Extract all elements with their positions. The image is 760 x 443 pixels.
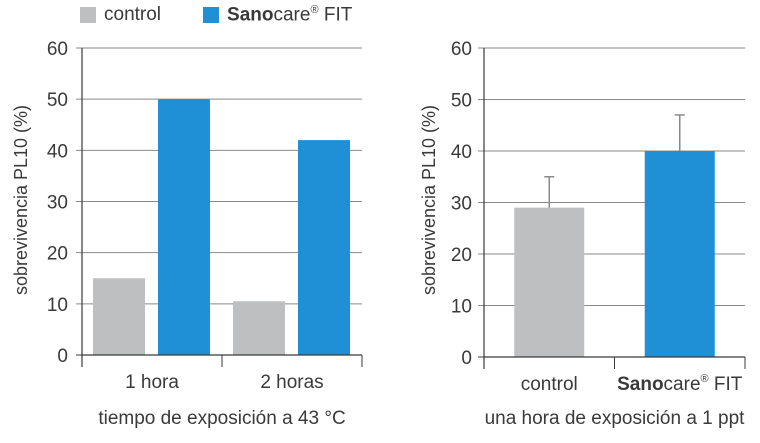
chart2-x-axis-title: una hora de exposición a 1 ppt bbox=[485, 408, 746, 429]
chart2-y-axis-title: sobrevivencia PL10 (%) bbox=[419, 105, 439, 295]
chart2-ytick-label-40: 40 bbox=[451, 142, 472, 163]
chart1-bar-control-1 bbox=[93, 278, 145, 355]
chart1-ytick-label-30: 30 bbox=[47, 193, 68, 214]
chart2-bar-control bbox=[514, 207, 585, 357]
chart1-xtick-label-2: 2 horas bbox=[260, 372, 323, 393]
chart1-ytick-label-0: 0 bbox=[57, 346, 68, 367]
chart1-xtick-label-1: 1 hora bbox=[125, 372, 179, 393]
chart2-ytick-label-30: 30 bbox=[451, 194, 472, 215]
chart1-ytick-label-50: 50 bbox=[47, 90, 68, 111]
chart1-ytick-label-20: 20 bbox=[47, 244, 68, 265]
legend-item-control: control bbox=[80, 4, 161, 26]
chart2-ytick-label-0: 0 bbox=[461, 348, 472, 369]
chart2-ytick-label-60: 60 bbox=[451, 39, 472, 60]
chart1-y-axis-title: sobrevivencia PL10 (%) bbox=[11, 105, 31, 295]
legend-item-sanocare: Sanocare® FIT bbox=[203, 4, 352, 26]
chart2-xtick-label-2: Sanocare® FIT bbox=[617, 373, 743, 395]
chart2-ytick-label-50: 50 bbox=[451, 91, 472, 112]
chart1-bar-sanocare-1 bbox=[158, 99, 210, 356]
chart1-bar-sanocare-2 bbox=[298, 140, 350, 355]
chart1-x-axis-title: tiempo de exposición a 43 °C bbox=[98, 408, 345, 429]
legend-swatch-sanocare bbox=[203, 7, 220, 24]
chart2-ytick-label-10: 10 bbox=[451, 297, 472, 318]
chart2-bar-sanocare bbox=[644, 151, 715, 357]
legend: control Sanocare® FIT bbox=[80, 4, 394, 26]
chart1-bar-control-2 bbox=[233, 301, 285, 355]
legend-label-control: control bbox=[104, 4, 162, 26]
chart2-xtick-label-1: control bbox=[521, 374, 578, 395]
legend-brand-fit: FIT bbox=[318, 4, 353, 26]
legend-brand-reg: ® bbox=[310, 4, 319, 16]
chart1-ytick-label-60: 60 bbox=[47, 39, 68, 60]
legend-brand-rest: care bbox=[273, 4, 311, 26]
legend-label-sanocare: Sanocare® FIT bbox=[227, 4, 352, 26]
chart1-ytick-label-40: 40 bbox=[47, 141, 68, 162]
legend-swatch-control bbox=[80, 7, 96, 24]
legend-brand-bold: Sano bbox=[227, 4, 274, 26]
chart1-ytick-label-10: 10 bbox=[47, 295, 68, 316]
chart2-ytick-label-20: 20 bbox=[451, 245, 472, 266]
